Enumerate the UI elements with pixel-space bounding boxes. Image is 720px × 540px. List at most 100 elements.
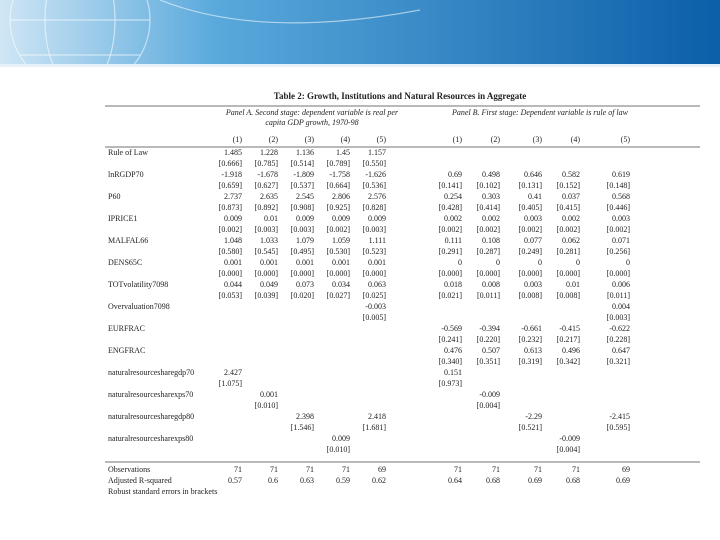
cell: [0.785] [255, 159, 279, 168]
cell: [0.595] [607, 423, 631, 432]
cell: [0.000] [255, 269, 279, 278]
cell: [0.828] [363, 203, 387, 212]
cell: 1.079 [296, 236, 314, 245]
cell: -0.009 [479, 390, 500, 399]
column-number: (5) [621, 135, 631, 144]
cell: [0.021] [439, 291, 463, 300]
cell: [0.281] [557, 247, 581, 256]
cell: 0 [458, 258, 462, 267]
cell: [0.000] [607, 269, 631, 278]
cell: [0.228] [607, 335, 631, 344]
cell: -1.626 [365, 170, 386, 179]
cell: -0.415 [559, 324, 580, 333]
cell: -0.622 [609, 324, 630, 333]
cell: 0 [538, 258, 542, 267]
cell: [0.148] [607, 181, 631, 190]
cell: [1.546] [291, 423, 315, 432]
cell: 0.063 [368, 280, 386, 289]
globe-decoration [9, 0, 421, 91]
cell: [0.627] [255, 181, 279, 190]
cell: 2.576 [368, 192, 386, 201]
cell: [0.002] [477, 225, 501, 234]
cell: 0 [626, 258, 630, 267]
cell: 0.001 [332, 258, 350, 267]
cell: 0.568 [612, 192, 630, 201]
cell: [0.789] [327, 159, 351, 168]
cell: [0.025] [363, 291, 387, 300]
cell: 0.003 [524, 280, 542, 289]
cell: 0.009 [332, 434, 350, 443]
cell: [0.908] [291, 203, 315, 212]
cell: 2.545 [296, 192, 314, 201]
cell: [0.666] [219, 159, 243, 168]
cell: 1.111 [369, 236, 386, 245]
cell: 0.619 [612, 170, 630, 179]
cell: 71 [306, 465, 314, 474]
cell: 0.64 [448, 476, 462, 485]
cell: -1.918 [221, 170, 242, 179]
cell: 2.398 [296, 412, 314, 421]
cell: [0.000] [291, 269, 315, 278]
cell: 71 [342, 465, 350, 474]
cell: 2.806 [332, 192, 350, 201]
cell: [0.446] [607, 203, 631, 212]
cell: -0.661 [521, 324, 542, 333]
cell: 1.45 [336, 148, 350, 157]
cell: [0.659] [219, 181, 243, 190]
cell: 0.006 [612, 280, 630, 289]
row-label: Observations [108, 465, 150, 474]
cell: [0.249] [519, 247, 543, 256]
cell: [0.005] [363, 313, 387, 322]
cell: 0.001 [296, 258, 314, 267]
cell: [0.039] [255, 291, 279, 300]
cell: [0.003] [255, 225, 279, 234]
cell: [0.011] [477, 291, 500, 300]
cell: [0.002] [557, 225, 581, 234]
table-title: Table 2: Growth, Institutions and Natura… [274, 91, 526, 101]
cell: 69 [622, 465, 630, 474]
cell: 0.002 [482, 214, 500, 223]
cell: [0.287] [477, 247, 501, 256]
cell: 0.69 [616, 476, 630, 485]
cell: [0.351] [477, 357, 501, 366]
cell: [1.075] [219, 379, 243, 388]
cell: 0.111 [445, 236, 462, 245]
cell: 0.59 [336, 476, 350, 485]
cell: 0.108 [482, 236, 500, 245]
cell: 1.485 [224, 148, 242, 157]
cell: 0.01 [264, 214, 278, 223]
row-label: ENGFRAC [108, 346, 145, 355]
cell: -1.758 [329, 170, 350, 179]
cell: [0.002] [607, 225, 631, 234]
cell: [0.000] [557, 269, 581, 278]
header-shadow [0, 64, 720, 67]
cell: [0.010] [327, 445, 351, 454]
cell: 71 [270, 465, 278, 474]
cell: 0.001 [260, 390, 278, 399]
cell: 0.077 [524, 236, 542, 245]
cell: [0.141] [439, 181, 463, 190]
cell: -0.394 [479, 324, 500, 333]
cell: [0.319] [519, 357, 543, 366]
cell: [0.008] [519, 291, 543, 300]
cell: 0.002 [562, 214, 580, 223]
cell: 0.582 [562, 170, 580, 179]
cell: [0.220] [477, 335, 501, 344]
cell: [0.241] [439, 335, 463, 344]
panel-a-header: Panel A. Second stage: dependent variabl… [225, 108, 399, 127]
row-label: lnRGDP70 [108, 170, 144, 179]
cell: 0.062 [562, 236, 580, 245]
cell: 1.059 [332, 236, 350, 245]
cell: [0.000] [327, 269, 351, 278]
cell: 0.6 [268, 476, 278, 485]
cell: 1.228 [260, 148, 278, 157]
cell: 71 [234, 465, 242, 474]
cell: [0.340] [439, 357, 463, 366]
cell: -2.415 [609, 412, 630, 421]
cell: [0.580] [219, 247, 243, 256]
row-label: Overvaluation7098 [108, 302, 170, 311]
cell: 0.613 [524, 346, 542, 355]
cell: -0.003 [365, 302, 386, 311]
cell: 0.049 [260, 280, 278, 289]
